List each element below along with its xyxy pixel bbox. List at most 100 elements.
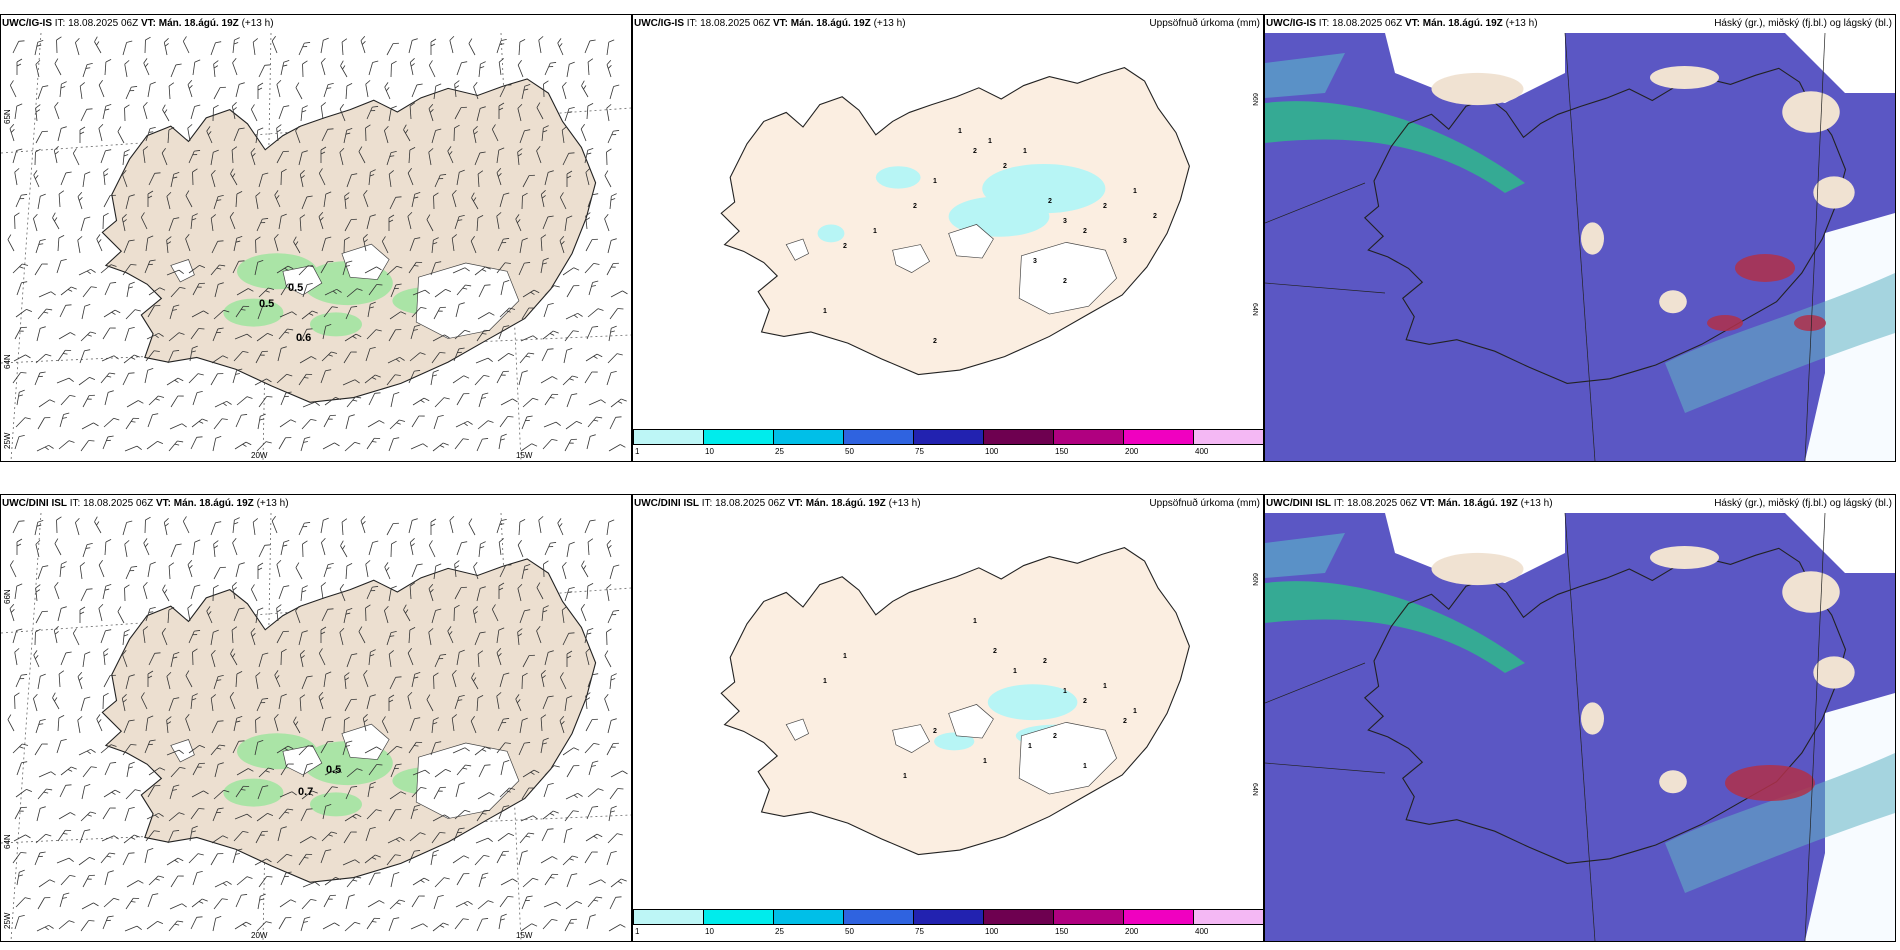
wind-barb <box>302 540 308 558</box>
wind-barb <box>60 651 72 666</box>
wind-barb <box>38 399 56 408</box>
wind-barb <box>318 211 324 230</box>
wind-barb <box>323 414 336 428</box>
wind-barb <box>147 305 161 318</box>
wind-barb <box>387 356 405 364</box>
wind-barb <box>543 302 554 318</box>
wind-barb <box>431 237 439 254</box>
wind-barb <box>586 103 594 120</box>
wind-barb <box>544 393 559 406</box>
wind-barb <box>388 650 394 668</box>
wind-barb <box>15 194 28 208</box>
wind-barb <box>542 330 559 340</box>
colorbar-swatch <box>1053 429 1124 445</box>
wind-barb <box>212 436 222 452</box>
wind-barb <box>410 324 421 340</box>
wind-barb <box>366 437 381 450</box>
wind-barb <box>182 516 190 534</box>
wind-barb <box>522 174 535 188</box>
wind-barb <box>491 604 499 622</box>
wind-barb <box>16 58 23 75</box>
precip-value: 1 <box>903 773 907 780</box>
glacier <box>415 742 520 819</box>
wind-barb <box>496 518 507 534</box>
wind-barb <box>125 566 138 580</box>
wind-barb <box>588 760 599 776</box>
wind-barb <box>365 124 371 142</box>
wind-barb <box>498 582 505 599</box>
wind-barb <box>587 58 594 76</box>
wind-barb <box>100 852 116 864</box>
wind-barb <box>15 897 31 908</box>
wind-barb <box>117 606 125 624</box>
wind-barb <box>517 540 524 558</box>
wind-barb <box>13 354 31 362</box>
wind-barb <box>254 858 272 866</box>
wind-barb <box>541 125 549 142</box>
wind-barb <box>453 604 460 622</box>
wind-barb <box>343 716 350 734</box>
wind-barb <box>581 560 589 578</box>
precip-map-panel-row1: UWC/IG-IS IT: 18.08.2025 06Z VT: Mán. 18… <box>632 14 1264 462</box>
wind-barb <box>434 877 450 888</box>
wind-barb <box>77 671 83 690</box>
wind-barb <box>57 606 67 622</box>
precip-value: 2 <box>1123 718 1127 725</box>
wind-barb <box>147 893 159 908</box>
wind-barb <box>188 264 206 274</box>
wind-barb <box>147 190 154 207</box>
wind-barb <box>34 148 41 166</box>
wind-barb <box>125 309 141 320</box>
wind-barb <box>60 286 77 296</box>
wind-barb <box>498 102 505 119</box>
wind-barb <box>586 326 599 340</box>
wind-barb <box>496 212 502 230</box>
wind-barb <box>37 788 53 800</box>
wind-barb <box>608 444 626 452</box>
wind-barb <box>301 418 317 430</box>
wind-barb <box>468 518 476 536</box>
wind-barb <box>564 106 575 122</box>
colorbar-tick: 10 <box>705 447 714 456</box>
precip-value: 2 <box>973 148 977 155</box>
wind-barb <box>98 603 104 622</box>
wind-barb <box>145 715 154 732</box>
wind-barb <box>586 806 599 820</box>
wind-barb <box>388 917 400 932</box>
wind-barb <box>559 192 567 210</box>
wind-barb <box>168 812 185 822</box>
wind-barb <box>233 716 243 732</box>
wind-barb <box>410 804 421 820</box>
wind-barb <box>323 191 332 208</box>
grid-line <box>1265 762 1386 774</box>
wind-barb <box>212 916 222 932</box>
wind-barb <box>318 691 324 710</box>
wind-barb <box>384 82 391 100</box>
wind-barb <box>454 438 469 450</box>
wind-barb <box>146 332 164 340</box>
wind-barb <box>608 325 617 342</box>
wind-barb <box>388 809 402 822</box>
wind-barb <box>271 36 278 54</box>
wind-barb <box>536 102 544 120</box>
wind-barb <box>368 540 379 556</box>
wind-barb <box>162 584 170 602</box>
wind-barb <box>386 265 403 276</box>
wind-barb <box>276 604 282 622</box>
wind-barb <box>340 540 348 558</box>
wind-barb <box>56 516 62 534</box>
wind-barb <box>431 608 442 624</box>
wind-barb <box>562 152 575 166</box>
wind-barb <box>143 101 148 120</box>
wind-barb <box>148 172 161 186</box>
wind-barb <box>148 875 165 886</box>
panel-header: UWC/IG-IS IT: 18.08.2025 06Z VT: Mán. 18… <box>1266 18 1538 29</box>
wind-barb <box>455 302 465 318</box>
wind-barb <box>257 893 266 910</box>
wind-barb <box>14 914 25 930</box>
wind-barb <box>124 925 142 932</box>
wind-barb <box>389 791 407 800</box>
wind-barb <box>144 516 151 534</box>
wind-barb <box>298 42 311 56</box>
longitude-line <box>262 33 272 461</box>
